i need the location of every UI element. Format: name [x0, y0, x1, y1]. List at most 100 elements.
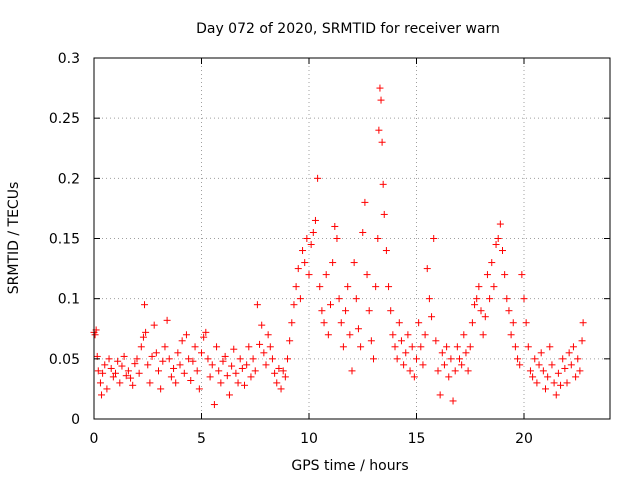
- data-point: [375, 126, 383, 134]
- data-point: [101, 361, 109, 369]
- data-point: [425, 295, 433, 303]
- data-point: [572, 373, 580, 381]
- data-point: [322, 271, 330, 279]
- data-point: [516, 361, 524, 369]
- data-point: [215, 367, 223, 375]
- y-tick-label: 0.05: [49, 352, 80, 368]
- data-point: [275, 364, 283, 372]
- data-point: [397, 337, 405, 345]
- data-point: [370, 355, 377, 363]
- data-point: [428, 313, 436, 321]
- data-point: [109, 373, 117, 381]
- data-point: [496, 220, 504, 228]
- data-point: [157, 385, 165, 393]
- data-point: [161, 343, 169, 351]
- data-point: [436, 391, 444, 399]
- y-tick-label: 0.3: [58, 51, 80, 67]
- data-point: [494, 235, 502, 242]
- data-point: [466, 343, 474, 351]
- data-point: [363, 271, 371, 279]
- data-point: [391, 343, 399, 351]
- data-point: [180, 369, 188, 377]
- axis-ticks: [93, 57, 610, 420]
- data-point: [301, 259, 309, 267]
- data-point: [533, 379, 541, 387]
- data-point: [264, 331, 272, 339]
- data-point: [146, 379, 154, 387]
- data-point: [344, 283, 352, 291]
- y-tick-label: 0.1: [58, 292, 80, 308]
- data-point: [576, 367, 584, 375]
- data-point: [453, 343, 461, 351]
- data-point: [518, 271, 526, 279]
- data-point: [475, 283, 483, 291]
- data-point: [339, 343, 347, 351]
- data-point: [290, 301, 298, 309]
- data-point: [382, 247, 390, 255]
- data-point: [550, 379, 558, 387]
- data-point: [98, 391, 106, 399]
- data-point: [372, 283, 380, 291]
- data-point: [142, 328, 150, 336]
- data-point: [187, 376, 195, 384]
- data-point: [443, 343, 451, 351]
- data-point: [385, 283, 393, 291]
- x-tick-label: 10: [300, 431, 318, 447]
- data-point: [417, 343, 425, 351]
- data-point: [165, 355, 173, 363]
- data-point: [406, 367, 414, 375]
- data-point: [579, 319, 587, 327]
- data-point: [357, 343, 365, 351]
- data-point: [526, 367, 534, 375]
- data-point: [185, 355, 193, 363]
- x-axis-label: GPS time / hours: [291, 458, 408, 474]
- data-point: [440, 361, 448, 369]
- x-tick-label: 5: [197, 431, 206, 447]
- data-point: [348, 367, 356, 375]
- data-point: [468, 319, 476, 327]
- data-point: [253, 301, 261, 309]
- data-point: [365, 307, 373, 315]
- data-point: [574, 355, 582, 363]
- data-point: [127, 374, 135, 382]
- data-point: [479, 331, 487, 339]
- data-point: [561, 364, 569, 372]
- data-point: [258, 321, 266, 329]
- x-tick-label: 0: [90, 431, 99, 447]
- data-point: [535, 361, 543, 369]
- data-point: [331, 222, 339, 230]
- data-point: [569, 343, 577, 351]
- data-point: [122, 372, 130, 380]
- y-tick-label: 0.25: [49, 111, 80, 127]
- data-point: [116, 379, 124, 387]
- data-point: [546, 343, 554, 351]
- data-point: [99, 369, 107, 377]
- data-point: [243, 361, 251, 369]
- grid: [94, 58, 610, 419]
- data-point: [260, 349, 268, 357]
- data-point: [438, 349, 446, 357]
- data-point: [350, 259, 358, 267]
- data-point: [170, 364, 178, 372]
- data-point: [342, 307, 350, 315]
- data-point: [182, 331, 190, 339]
- data-point: [488, 259, 496, 267]
- data-point: [451, 367, 459, 375]
- data-point: [213, 343, 221, 351]
- y-tick-label: 0: [71, 412, 80, 428]
- data-point: [395, 319, 403, 327]
- data-point: [520, 295, 528, 303]
- data-point: [378, 138, 386, 146]
- data-point: [296, 295, 304, 303]
- data-point: [114, 357, 122, 365]
- data-point: [430, 235, 438, 242]
- data-point: [548, 361, 556, 369]
- data-point: [473, 295, 481, 303]
- data-point: [262, 361, 270, 369]
- data-point: [129, 381, 137, 389]
- data-point: [307, 241, 315, 249]
- data-point: [481, 313, 489, 321]
- data-point: [434, 367, 442, 375]
- data-point: [471, 301, 479, 309]
- data-point: [249, 355, 257, 363]
